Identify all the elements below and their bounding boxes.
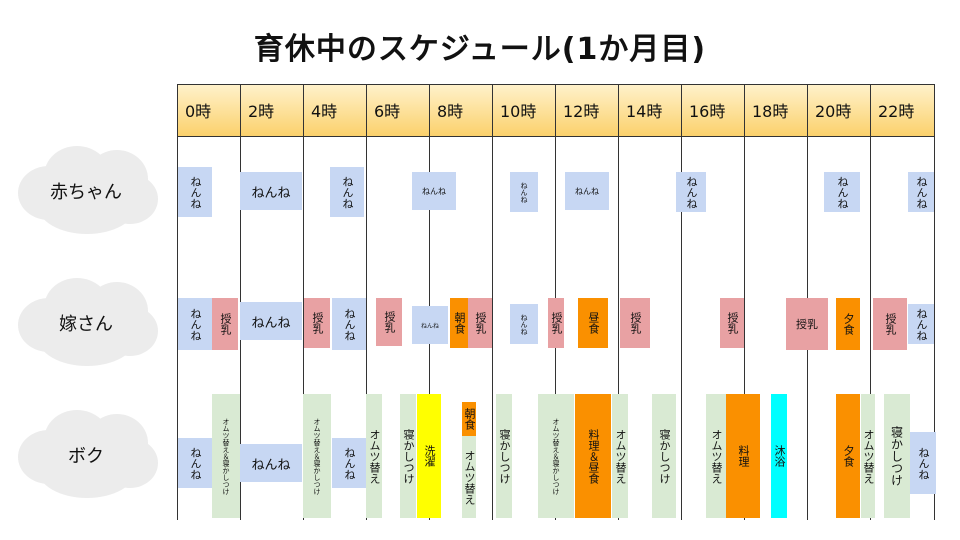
grid-line (744, 84, 745, 520)
wife-lunch-block: 昼食 (578, 298, 608, 348)
grid-line (492, 84, 493, 520)
grid-line (366, 84, 367, 520)
page-title: 育休中のスケジュール(1か月目) (253, 32, 707, 67)
grid-line (429, 84, 430, 520)
me-diaper-block: オムツ替え (861, 394, 875, 518)
me-diaper-sleep-block: オムツ替え＆寝かしつけ (303, 394, 331, 518)
grid-line (303, 84, 304, 520)
me-diaper-sleep-block: オムツ替え＆寝かしつけ (212, 394, 240, 518)
baby-sleep-block: ねんね (330, 167, 364, 217)
baby-sleep-block: ねんね (412, 172, 456, 210)
wife-sleep-block: ねんね (332, 298, 366, 350)
me-cooking-lunch-block: 料理＆昼食 (575, 394, 611, 518)
grid-line (870, 84, 871, 520)
wife-feeding-block: 授乳 (304, 298, 330, 348)
baby-sleep-block: ねんね (178, 167, 212, 217)
wife-feeding-block: 授乳 (548, 298, 564, 348)
me-diaper-block: オムツ替え (462, 436, 476, 518)
wife-feeding-block: 授乳 (212, 298, 238, 350)
grid-line (934, 84, 935, 520)
wife-feeding-block: 授乳 (376, 298, 402, 346)
me-sleep-block: ねんね (910, 432, 936, 494)
baby-sleep-block: ねんね (908, 172, 934, 212)
me-soothing-block: 寝かしつけ (400, 394, 416, 518)
row-label-text: 赤ちゃん (50, 182, 122, 203)
baby-sleep-block: ねんね (676, 172, 706, 212)
me-laundry-block: 洗濯 (417, 394, 441, 518)
baby-sleep-block: ねんね (565, 172, 609, 210)
baby-sleep-block: ねんね (240, 172, 302, 210)
wife-sleep-block: ねんね (908, 304, 934, 344)
time-label-10: 10時 (500, 102, 537, 121)
time-label-6: 6時 (374, 102, 401, 121)
time-label-20: 20時 (815, 102, 852, 121)
row-label-text: ボク (68, 446, 104, 467)
me-breakfast-block: 朝食 (462, 402, 476, 436)
wife-sleep-block: ねんね (178, 298, 212, 350)
me-sleep-block: ねんね (240, 444, 302, 482)
wife-sleep-block: ねんね (412, 306, 448, 344)
me-diaper-block: オムツ替え (612, 394, 628, 518)
wife-feeding-block: 授乳 (720, 298, 744, 348)
wife-feeding-block: 授乳 (468, 298, 492, 348)
me-dinner-block: 夕食 (836, 394, 860, 518)
time-label-14: 14時 (626, 102, 663, 121)
grid-line (681, 84, 682, 520)
time-label-16: 16時 (689, 102, 726, 121)
wife-sleep-block: ねんね (510, 304, 538, 344)
wife-feeding-block: 授乳 (873, 298, 907, 350)
baby-sleep-block: ねんね (824, 172, 860, 212)
me-soothing-block: 寝かしつけ (884, 394, 910, 518)
me-diaper-block: オムツ替え (366, 394, 382, 518)
me-soothing-block: 寝かしつけ (652, 394, 676, 518)
wife-feeding-block: 授乳 (620, 298, 650, 348)
time-label-2: 2時 (248, 102, 275, 121)
wife-feeding-block: 授乳 (786, 298, 828, 350)
me-sleep-block: ねんね (178, 438, 212, 488)
me-bath-block: 沐浴 (771, 394, 787, 518)
me-diaper-block: オムツ替え (706, 394, 726, 518)
time-label-4: 4時 (311, 102, 338, 121)
me-diaper-sleep-block: オムツ替え＆寝かしつけ (538, 394, 574, 518)
time-label-0: 0時 (185, 102, 212, 121)
row-label-me: ボク (12, 404, 160, 502)
baby-sleep-block: ねんね (510, 172, 538, 212)
time-label-18: 18時 (752, 102, 789, 121)
time-label-22: 22時 (878, 102, 915, 121)
time-label-8: 8時 (437, 102, 464, 121)
wife-dinner-block: 夕食 (836, 298, 860, 350)
grid-line (177, 84, 178, 520)
me-soothing-block: 寝かしつけ (496, 394, 512, 518)
time-label-12: 12時 (563, 102, 600, 121)
wife-sleep-block: ねんね (240, 302, 302, 340)
me-sleep-block: ねんね (332, 438, 366, 488)
grid-line (618, 84, 619, 520)
row-label-baby: 赤ちゃん (12, 140, 160, 238)
row-label-text: 嫁さん (59, 314, 113, 335)
wife-breakfast-block: 朝食 (450, 298, 468, 348)
me-cooking-block: 料理 (726, 394, 760, 518)
row-label-wife: 嫁さん (12, 272, 160, 370)
